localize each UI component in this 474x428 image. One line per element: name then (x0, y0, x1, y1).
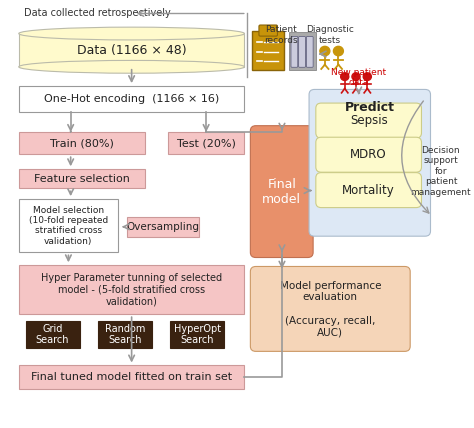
Text: Random
Search: Random Search (105, 324, 145, 345)
FancyBboxPatch shape (250, 126, 313, 258)
Text: Data collected retrospectively: Data collected retrospectively (24, 9, 171, 18)
Text: Predict: Predict (345, 101, 394, 114)
FancyBboxPatch shape (299, 36, 305, 67)
Text: MDRO: MDRO (350, 148, 387, 161)
Circle shape (341, 73, 349, 80)
Ellipse shape (19, 27, 245, 40)
Text: Patient
records: Patient records (264, 25, 297, 45)
Text: Final
model: Final model (262, 178, 301, 205)
Text: Train (80%): Train (80%) (50, 138, 114, 148)
Text: Final tuned model fitted on train set: Final tuned model fitted on train set (31, 372, 232, 382)
FancyBboxPatch shape (316, 137, 421, 172)
FancyBboxPatch shape (19, 366, 245, 389)
Circle shape (363, 73, 371, 80)
FancyBboxPatch shape (19, 169, 145, 188)
FancyBboxPatch shape (19, 199, 118, 253)
FancyBboxPatch shape (170, 321, 224, 348)
Text: One-Hot encoding  (1166 × 16): One-Hot encoding (1166 × 16) (44, 94, 219, 104)
FancyBboxPatch shape (309, 89, 430, 236)
FancyBboxPatch shape (291, 36, 298, 67)
Text: Decision
support
for
patient
management: Decision support for patient management (410, 146, 471, 196)
FancyBboxPatch shape (168, 132, 245, 154)
Text: HyperOpt
Search: HyperOpt Search (173, 324, 221, 345)
Text: Data (1166 × 48): Data (1166 × 48) (77, 44, 186, 56)
FancyBboxPatch shape (316, 172, 421, 208)
FancyBboxPatch shape (250, 267, 410, 351)
FancyBboxPatch shape (127, 217, 200, 237)
FancyBboxPatch shape (19, 86, 245, 112)
FancyBboxPatch shape (19, 33, 245, 67)
Text: New patient
data: New patient data (331, 68, 386, 87)
Text: Test (20%): Test (20%) (177, 138, 236, 148)
FancyBboxPatch shape (19, 265, 245, 314)
Circle shape (333, 46, 343, 56)
Circle shape (352, 73, 360, 80)
Text: Model selection
(10-fold repeated
stratified cross
validation): Model selection (10-fold repeated strati… (29, 205, 108, 246)
FancyBboxPatch shape (252, 31, 284, 70)
FancyBboxPatch shape (316, 103, 421, 138)
FancyBboxPatch shape (259, 25, 277, 36)
FancyBboxPatch shape (26, 321, 80, 348)
Text: Model performance
evaluation

(Accuracy, recall,
AUC): Model performance evaluation (Accuracy, … (280, 281, 381, 337)
Ellipse shape (19, 60, 245, 73)
Text: Feature selection: Feature selection (34, 174, 130, 184)
Bar (289, 32, 316, 70)
Text: Grid
Search: Grid Search (36, 324, 69, 345)
FancyBboxPatch shape (98, 321, 152, 348)
Text: Hyper Parameter tunning of selected
model - (5-fold stratified cross
validation): Hyper Parameter tunning of selected mode… (41, 273, 222, 306)
Text: Oversampling: Oversampling (127, 222, 200, 232)
Text: Diagnostic
tests: Diagnostic tests (306, 25, 354, 45)
Text: Sepsis: Sepsis (350, 114, 388, 127)
Circle shape (320, 46, 330, 56)
Text: Mortality: Mortality (342, 184, 395, 196)
FancyBboxPatch shape (19, 132, 145, 154)
FancyBboxPatch shape (306, 36, 313, 67)
